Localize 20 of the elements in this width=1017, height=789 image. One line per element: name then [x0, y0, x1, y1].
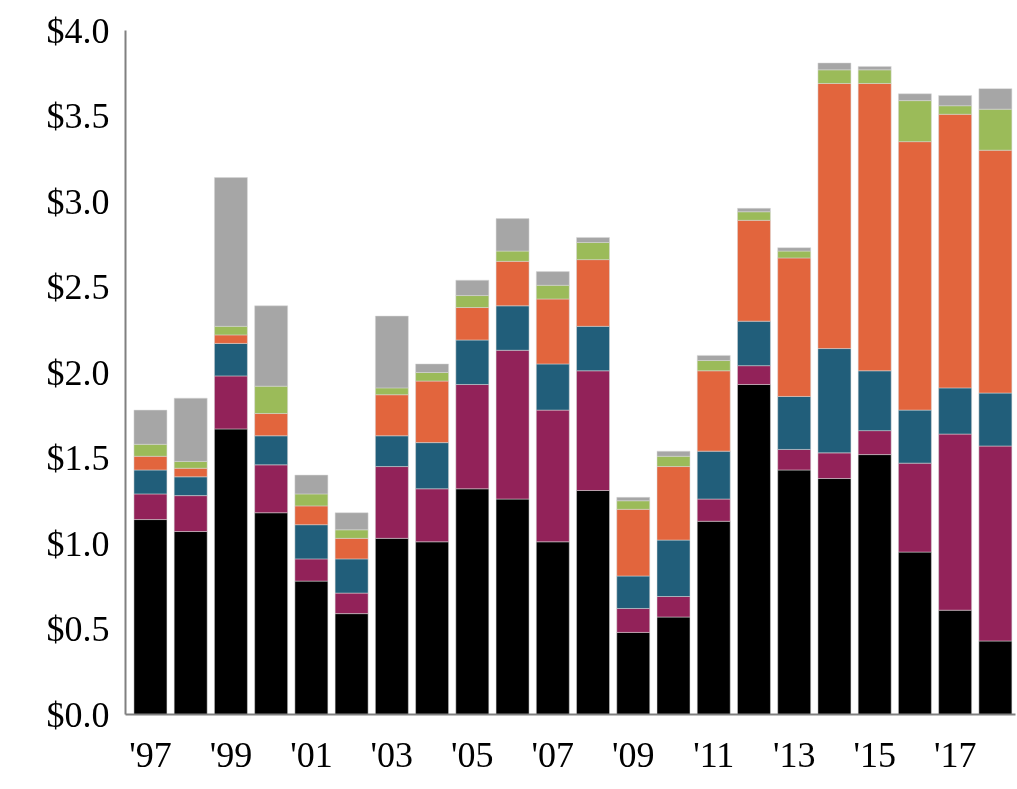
y-tick-label: $2.0: [46, 352, 110, 393]
x-tick-label: '99: [209, 734, 253, 775]
y-tick-label: $0.0: [46, 694, 110, 735]
x-tick-label: '09: [612, 734, 655, 775]
y-tick-label: $4.0: [46, 10, 110, 51]
x-tick-label: '15: [853, 734, 896, 775]
y-tick-label: $3.0: [46, 181, 110, 222]
x-tick-label: '07: [531, 734, 575, 775]
x-tick-label: '05: [451, 734, 494, 775]
y-tick-label: $1.0: [46, 523, 110, 564]
x-tick-label: '11: [693, 734, 735, 775]
x-tick-label: '03: [370, 734, 414, 775]
y-tick-label: $0.5: [46, 609, 110, 649]
y-tick-label: $2.5: [46, 267, 110, 307]
x-tick-label: '13: [772, 734, 816, 775]
x-tick-label: '17: [933, 734, 977, 775]
y-tick-label: $3.5: [46, 96, 110, 136]
x-tick-label: '97: [129, 734, 172, 775]
x-tick-label: '01: [290, 734, 333, 775]
y-tick-label: $1.5: [46, 438, 110, 478]
